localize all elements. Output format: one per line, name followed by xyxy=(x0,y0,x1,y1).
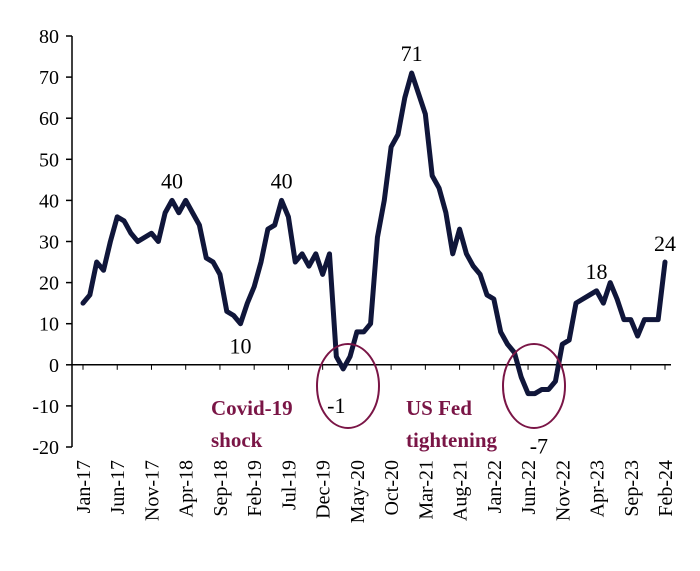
y-tick-label: 0 xyxy=(49,355,59,377)
data-label: 24 xyxy=(654,231,676,256)
y-tick-label: -10 xyxy=(32,396,59,418)
data-label: 18 xyxy=(586,259,608,284)
data-label: -7 xyxy=(530,434,548,459)
data-label: 40 xyxy=(161,168,183,193)
x-axis-tick-labels: Jan-17 Jun-17 Nov-17 Apr-18 Sep-18 Feb-19 Jul-… xyxy=(73,460,677,523)
covid-annotation-line1: Covid-19 xyxy=(211,396,293,420)
x-tick-label: Sep-18 xyxy=(210,460,232,517)
covid-annotation-line2: shock xyxy=(211,428,263,452)
x-axis-tick-marks xyxy=(82,364,666,370)
data-label: -1 xyxy=(327,393,345,418)
x-tick-label: Jul-19 xyxy=(278,460,300,510)
fed-annotation-line2: tightening xyxy=(406,428,498,452)
data-label: 40 xyxy=(271,168,293,193)
x-tick-label: Jun-22 xyxy=(518,460,540,514)
y-tick-label: 10 xyxy=(39,314,59,336)
x-tick-label: Jan-17 xyxy=(73,460,95,513)
x-tick-label: Dec-19 xyxy=(313,460,335,519)
x-tick-label: May-20 xyxy=(347,460,369,523)
x-tick-label: Jun-17 xyxy=(107,460,129,514)
y-tick-label: 60 xyxy=(39,108,59,130)
data-label: 71 xyxy=(401,41,423,66)
fed-tightening-circle xyxy=(502,343,566,429)
x-tick-label: Apr-18 xyxy=(176,460,198,517)
fed-annotation-line1: US Fed xyxy=(406,396,472,420)
data-label: 10 xyxy=(229,334,251,359)
x-tick-label: Apr-23 xyxy=(587,460,609,517)
x-tick-label: Jan-22 xyxy=(484,460,506,513)
x-tick-label: Sep-23 xyxy=(621,460,643,517)
x-tick-label: Nov-17 xyxy=(141,460,163,521)
y-tick-label: 40 xyxy=(39,190,59,212)
x-tick-label: Aug-21 xyxy=(450,460,472,521)
y-tick-label: -20 xyxy=(32,437,59,459)
y-axis-ticks: 80 70 60 50 40 30 20 10 0 -10 -20 xyxy=(32,26,72,459)
x-tick-label: Mar-21 xyxy=(415,460,437,520)
y-tick-label: 80 xyxy=(39,26,59,48)
y-tick-label: 30 xyxy=(39,232,59,254)
x-tick-label: Nov-22 xyxy=(552,460,574,521)
x-tick-label: Feb-24 xyxy=(655,460,677,517)
y-tick-label: 50 xyxy=(39,149,59,171)
y-tick-label: 70 xyxy=(39,67,59,89)
x-tick-label: Feb-19 xyxy=(244,460,266,517)
y-tick-label: 20 xyxy=(39,273,59,295)
covid-shock-circle xyxy=(316,343,380,429)
x-tick-label: Oct-20 xyxy=(381,460,403,516)
series-line xyxy=(80,70,668,397)
data-labels: 40 40 10 -1 71 -7 18 24 xyxy=(161,41,676,459)
